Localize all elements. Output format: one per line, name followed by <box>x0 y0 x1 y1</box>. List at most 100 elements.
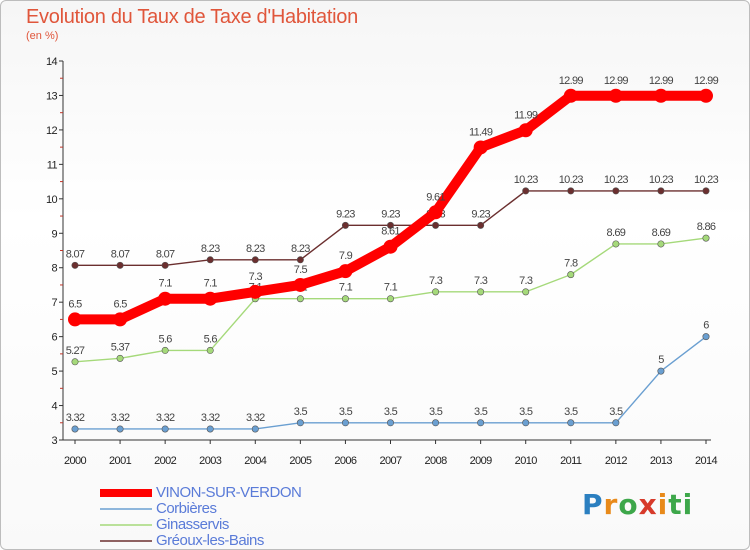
data-label-0-2006: 7.9 <box>339 250 353 262</box>
data-label-2-2013: 8.69 <box>652 227 671 239</box>
x-tick-label-2003: 2003 <box>199 455 222 467</box>
data-label-1-2013: 5 <box>658 354 664 366</box>
data-label-0-2004: 7.3 <box>249 271 263 283</box>
point-3-2007 <box>386 221 394 229</box>
data-label-1-2001: 3.32 <box>111 412 130 424</box>
y-tick-label-8: 8 <box>51 263 57 275</box>
point-2-2000 <box>71 358 79 366</box>
data-label-1-2002: 3.32 <box>156 412 175 424</box>
data-label-1-2006: 3.5 <box>339 406 353 418</box>
data-label-1-2000: 3.32 <box>66 412 85 424</box>
data-label-2-2011: 7.8 <box>564 258 578 270</box>
legend: VINON-SUR-VERDON Corbières Ginasservis G… <box>100 484 302 549</box>
point-3-2000 <box>71 261 79 269</box>
data-label-2-2008: 7.3 <box>429 275 443 287</box>
point-1-2001 <box>116 425 124 433</box>
point-2-2013 <box>657 240 665 248</box>
point-2-2002 <box>161 346 169 354</box>
data-label-1-2014: 6 <box>703 320 709 332</box>
point-3-2010 <box>522 187 530 195</box>
y-tick-label-12: 12 <box>46 125 58 137</box>
point-0-2004 <box>248 284 263 299</box>
data-label-3-2002: 8.07 <box>156 248 175 260</box>
point-2-2007 <box>386 295 394 303</box>
data-label-1-2007: 3.5 <box>384 406 398 418</box>
point-2-2012 <box>612 240 620 248</box>
x-tick-label-2013: 2013 <box>650 455 673 467</box>
point-0-2011 <box>563 88 578 103</box>
point-2-2006 <box>341 295 349 303</box>
point-1-2009 <box>477 419 485 427</box>
point-2-2014 <box>702 234 710 242</box>
legend-item-corbieres: Corbières <box>100 501 301 517</box>
chart-title: Evolution du Taux de Taxe d'Habitation <box>26 6 358 28</box>
data-label-0-2003: 7.1 <box>204 278 218 290</box>
point-1-2003 <box>206 425 214 433</box>
data-label-3-2010: 10.23 <box>514 174 539 186</box>
point-0-2001 <box>113 312 128 327</box>
y-tick-label-14: 14 <box>46 56 58 68</box>
point-0-2012 <box>608 88 623 103</box>
point-2-2003 <box>206 346 214 354</box>
x-tick-label-2008: 2008 <box>425 455 448 467</box>
data-label-0-2011: 12.99 <box>559 75 584 87</box>
point-2-2009 <box>477 288 485 296</box>
x-tick-label-2005: 2005 <box>289 455 312 467</box>
point-0-2014 <box>699 88 713 103</box>
data-label-0-2007: 8.61 <box>381 226 400 238</box>
point-0-2006 <box>338 264 353 279</box>
legend-label-greoux: Gréoux-les-Bains <box>156 532 264 549</box>
point-1-2006 <box>341 419 349 427</box>
y-tick-label-7: 7 <box>51 297 57 309</box>
y-tick-label-10: 10 <box>46 194 58 206</box>
x-tick-label-2014: 2014 <box>695 455 718 467</box>
point-1-2000 <box>71 425 79 433</box>
point-3-2012 <box>612 187 620 195</box>
legend-item-greoux: Gréoux-les-Bains <box>100 533 301 549</box>
point-0-2010 <box>518 123 533 138</box>
chart-unit-label: (en %) <box>26 30 59 42</box>
x-tick-label-2012: 2012 <box>605 455 628 467</box>
point-3-2013 <box>657 187 665 195</box>
data-label-0-2013: 12.99 <box>649 75 674 87</box>
point-2-2005 <box>296 295 304 303</box>
point-1-2005 <box>296 419 304 427</box>
point-2-2010 <box>522 288 530 296</box>
data-label-0-2005: 7.5 <box>294 264 308 276</box>
data-label-2-2000: 5.27 <box>66 345 85 357</box>
data-label-0-2008: 9.61 <box>426 191 445 203</box>
data-label-3-2001: 8.07 <box>111 248 130 260</box>
point-1-2008 <box>432 419 440 427</box>
point-2-2001 <box>116 354 124 362</box>
data-label-0-2014: 12.99 <box>694 75 719 87</box>
point-0-2013 <box>653 88 668 103</box>
x-tick-label-2004: 2004 <box>244 455 267 467</box>
legend-swatch-greoux <box>100 540 152 542</box>
data-label-1-2010: 3.5 <box>519 406 533 418</box>
legend-item-vinon: VINON-SUR-VERDON <box>100 484 302 501</box>
data-label-0-2012: 12.99 <box>604 75 629 87</box>
data-label-0-2001: 6.5 <box>113 298 127 310</box>
data-label-3-2006: 9.23 <box>336 208 355 220</box>
data-label-3-2011: 10.23 <box>559 174 584 186</box>
data-label-3-2014: 10.23 <box>694 174 719 186</box>
data-label-2-2007: 7.1 <box>384 282 398 294</box>
y-tick-label-6: 6 <box>51 332 57 344</box>
y-tick-label-3: 3 <box>51 435 57 447</box>
point-0-2000 <box>68 312 82 327</box>
x-tick-label-2011: 2011 <box>560 455 582 467</box>
data-label-3-2013: 10.23 <box>649 174 674 186</box>
y-tick-label-4: 4 <box>51 401 57 413</box>
data-label-1-2004: 3.32 <box>246 412 265 424</box>
point-3-2011 <box>567 187 575 195</box>
point-3-2001 <box>116 261 124 269</box>
x-tick-label-2009: 2009 <box>470 455 493 467</box>
data-label-3-2003: 8.23 <box>201 243 220 255</box>
legend-label-vinon: VINON-SUR-VERDON <box>156 484 302 501</box>
legend-item-ginasservis: Ginasservis <box>100 517 301 533</box>
data-label-0-2002: 7.1 <box>159 278 173 290</box>
y-tick-label-9: 9 <box>51 228 57 240</box>
data-label-3-2009: 9.23 <box>471 208 490 220</box>
legend-label-ginasservis: Ginasservis <box>156 516 229 533</box>
